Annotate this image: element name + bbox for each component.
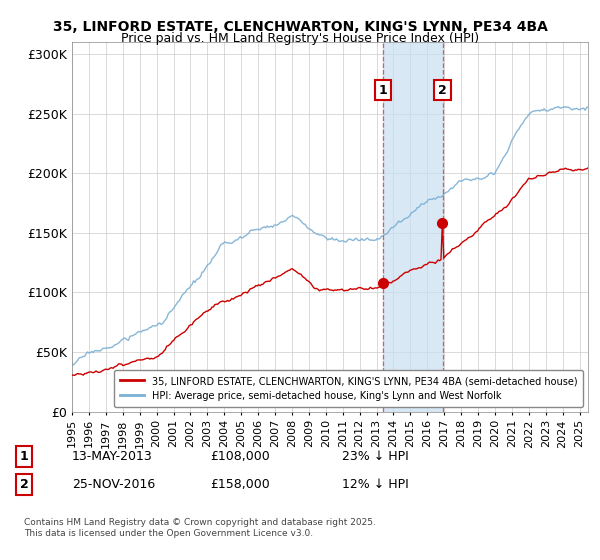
Text: 23% ↓ HPI: 23% ↓ HPI xyxy=(342,450,409,463)
Text: 2: 2 xyxy=(438,83,447,96)
Text: Price paid vs. HM Land Registry's House Price Index (HPI): Price paid vs. HM Land Registry's House … xyxy=(121,32,479,45)
Text: 25-NOV-2016: 25-NOV-2016 xyxy=(72,478,155,491)
Text: 1: 1 xyxy=(379,83,387,96)
Text: 12% ↓ HPI: 12% ↓ HPI xyxy=(342,478,409,491)
Text: 1: 1 xyxy=(20,450,28,463)
Bar xyxy=(383,42,443,412)
Legend: 35, LINFORD ESTATE, CLENCHWARTON, KING'S LYNN, PE34 4BA (semi-detached house), H: 35, LINFORD ESTATE, CLENCHWARTON, KING'S… xyxy=(114,370,583,407)
Text: £158,000: £158,000 xyxy=(210,478,270,491)
Text: 13-MAY-2013: 13-MAY-2013 xyxy=(72,450,153,463)
Text: 2: 2 xyxy=(20,478,28,491)
Text: Contains HM Land Registry data © Crown copyright and database right 2025.
This d: Contains HM Land Registry data © Crown c… xyxy=(24,518,376,538)
Text: £108,000: £108,000 xyxy=(210,450,270,463)
Text: 35, LINFORD ESTATE, CLENCHWARTON, KING'S LYNN, PE34 4BA: 35, LINFORD ESTATE, CLENCHWARTON, KING'S… xyxy=(53,20,547,34)
